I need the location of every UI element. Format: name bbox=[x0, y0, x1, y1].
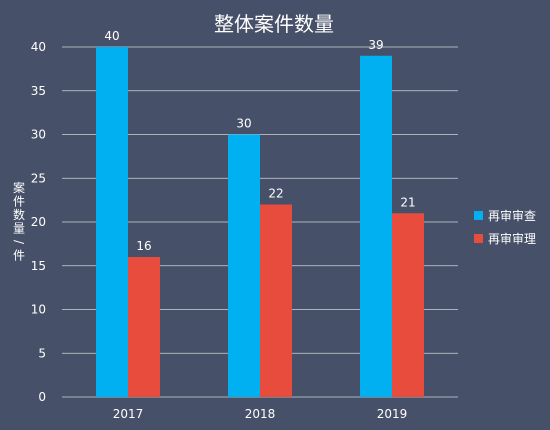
bar-2018-再审审查 bbox=[228, 134, 260, 397]
y-tick-label: 0 bbox=[38, 390, 46, 404]
bar-2017-再审审理 bbox=[128, 257, 160, 397]
bars bbox=[96, 47, 424, 397]
y-tick-label: 30 bbox=[31, 128, 46, 142]
x-tick-label: 2017 bbox=[113, 407, 144, 421]
chart-title: 整体案件数量 bbox=[214, 12, 334, 36]
y-tick-label: 15 bbox=[31, 259, 46, 273]
legend-swatch bbox=[474, 234, 483, 243]
y-axis-label: 案件数量/件 bbox=[12, 180, 26, 263]
x-tick-label: 2018 bbox=[245, 407, 276, 421]
bar-2017-再审审查 bbox=[96, 47, 128, 397]
y-tick-label: 20 bbox=[31, 215, 46, 229]
y-axis-label-char: 件 bbox=[13, 195, 25, 209]
bar-2019-再审审查 bbox=[360, 55, 392, 397]
bar-2018-再审审理 bbox=[260, 204, 292, 397]
data-labels: 40 16 30 22 39 21 bbox=[104, 29, 415, 253]
legend-label: 再审审理 bbox=[488, 231, 536, 246]
y-axis-label-char: 量 bbox=[13, 222, 25, 236]
data-label: 22 bbox=[268, 187, 283, 201]
y-axis-label-char: 案 bbox=[13, 180, 25, 195]
y-axis-label-char: 件 bbox=[13, 249, 25, 263]
y-tick-label: 25 bbox=[31, 171, 46, 185]
data-label: 39 bbox=[368, 38, 383, 52]
data-label: 40 bbox=[104, 29, 119, 43]
data-label: 21 bbox=[400, 195, 415, 209]
bar-2019-再审审理 bbox=[392, 213, 424, 397]
data-label: 30 bbox=[236, 117, 251, 131]
y-axis-label-char: 数 bbox=[13, 207, 25, 222]
y-axis-ticks: 0 5 10 15 20 25 30 35 40 bbox=[31, 40, 46, 404]
y-tick-label: 5 bbox=[38, 346, 46, 360]
legend-label: 再审审查 bbox=[488, 208, 536, 223]
y-axis-label-char: / bbox=[12, 240, 26, 245]
x-tick-label: 2019 bbox=[377, 407, 408, 421]
data-label: 16 bbox=[136, 239, 151, 253]
y-tick-label: 35 bbox=[31, 84, 46, 98]
x-axis-ticks: 2017 2018 2019 bbox=[113, 407, 408, 421]
y-tick-label: 40 bbox=[31, 40, 46, 54]
legend-swatch bbox=[474, 211, 483, 220]
y-tick-label: 10 bbox=[31, 303, 46, 317]
